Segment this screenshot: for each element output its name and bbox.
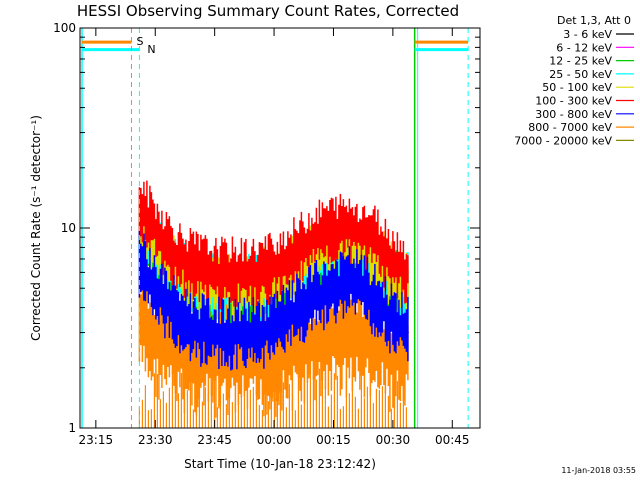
- legend-label: 800 - 7000 keV: [528, 121, 612, 134]
- series-line: [138, 204, 410, 273]
- legend-label: 300 - 800 keV: [535, 108, 612, 121]
- footer-date: 11-Jan-2018 03:55: [561, 466, 636, 475]
- x-axis-ticks: 23:15 23:30 23:45 00:00 00:15 00:30 00:45: [79, 28, 470, 447]
- legend-label: 3 - 6 keV: [563, 28, 612, 41]
- y-tick-label: 100: [53, 21, 76, 35]
- flag-label-n: N: [147, 43, 155, 56]
- legend-label: 100 - 300 keV: [535, 95, 612, 108]
- legend-label: 6 - 12 keV: [556, 41, 612, 54]
- x-tick-label: 00:00: [257, 433, 292, 447]
- legend-label: 12 - 25 keV: [549, 55, 612, 68]
- legend-label: 25 - 50 keV: [549, 68, 612, 81]
- x-tick-label: 23:15: [79, 433, 114, 447]
- y-axis-ticks: 1 10 100: [53, 21, 480, 435]
- series-floor: [138, 368, 408, 428]
- x-tick-label: 23:45: [197, 433, 232, 447]
- x-tick-label: 00:15: [316, 433, 351, 447]
- y-axis-label: Corrected Count Rate (s⁻¹ detector⁻¹): [29, 115, 43, 341]
- x-tick-label: 00:30: [376, 433, 411, 447]
- x-tick-label: 00:45: [435, 433, 470, 447]
- chart-title: HESSI Observing Summary Count Rates, Cor…: [77, 2, 459, 20]
- legend-label: 50 - 100 keV: [542, 81, 612, 94]
- legend-label: 7000 - 20000 keV: [514, 134, 612, 147]
- flag-label-s: S: [136, 35, 143, 48]
- y-tick-label: 1: [68, 421, 76, 435]
- legend-title: Det 1,3, Att 0: [557, 14, 631, 27]
- series-line: [138, 258, 410, 334]
- x-tick-label: 23:30: [138, 433, 173, 447]
- x-axis-label: Start Time (10-Jan-18 23:12:42): [184, 457, 376, 471]
- y-tick-label: 10: [61, 221, 76, 235]
- data-layer: [138, 180, 410, 428]
